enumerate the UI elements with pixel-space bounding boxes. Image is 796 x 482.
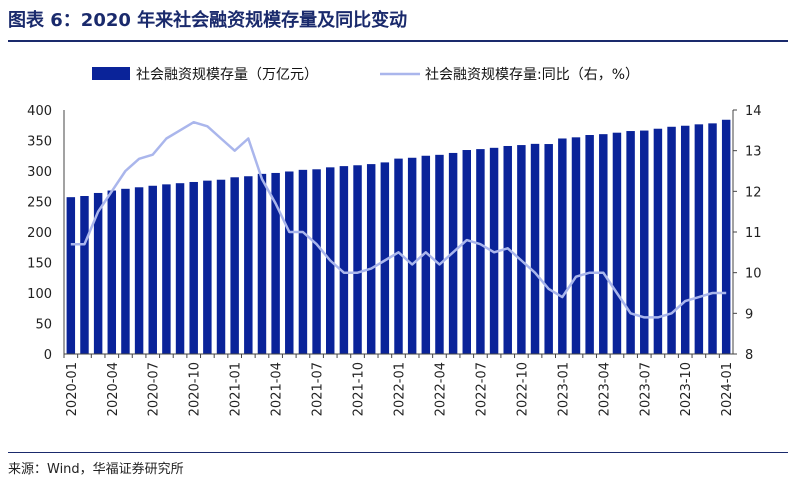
source-note: 来源：Wind，华福证券研究所 [8, 462, 184, 477]
bar [394, 158, 403, 354]
bar [462, 150, 471, 354]
bar [558, 138, 567, 354]
bar [366, 164, 376, 354]
bar [216, 179, 226, 354]
right-tick-label: 8 [745, 348, 753, 363]
bar [339, 166, 349, 354]
bar [626, 131, 635, 354]
bar [80, 196, 89, 354]
chart-legend: 社会融资规模存量（万亿元） 社会融资规模存量:同比（右，%） [92, 67, 639, 83]
bar [298, 169, 308, 354]
x-tick-label: 2021-01 [229, 362, 244, 416]
left-tick-label: 150 [27, 257, 52, 272]
bar [476, 149, 485, 354]
x-tick-label: 2021-04 [270, 362, 285, 416]
x-tick-label: 2022-07 [474, 362, 489, 416]
footer-divider [8, 452, 788, 453]
bar [244, 176, 253, 354]
bar [175, 183, 185, 354]
yoy-line-series [70, 120, 727, 319]
bar [694, 124, 704, 355]
x-tick-label: 2023-10 [679, 362, 694, 416]
legend-swatch-bar [92, 67, 130, 80]
x-tick-label: 2024-01 [720, 362, 735, 416]
legend-label-line: 社会融资规模存量:同比（右，%） [425, 67, 639, 83]
bar [148, 185, 157, 354]
bar-series [66, 119, 731, 355]
left-tick-label: 100 [27, 287, 52, 302]
bar [107, 190, 117, 354]
bar [585, 135, 594, 354]
bar [285, 171, 294, 354]
x-tick-label: 2022-04 [433, 362, 448, 416]
bar [380, 162, 390, 354]
x-tick-label: 2020-10 [188, 362, 203, 416]
bar [544, 144, 553, 354]
x-tick-label: 2021-07 [311, 362, 326, 416]
x-tick-label: 2023-07 [638, 362, 653, 416]
x-axis: 2020-01 2020-04 2020-07 2020-10 2021-01 2021-… [63, 353, 735, 416]
x-tick-label: 2023-01 [556, 362, 571, 416]
x-tick-label: 2021-10 [352, 362, 367, 416]
bar [203, 180, 212, 354]
bar [353, 165, 362, 354]
x-tick-label: 2020-07 [147, 362, 162, 416]
x-tick-label: 2020-01 [65, 362, 80, 416]
bar [435, 154, 444, 354]
bar [708, 123, 717, 354]
right-tick-label: 11 [745, 226, 762, 241]
right-tick-label: 14 [745, 104, 762, 119]
bar [667, 126, 676, 355]
left-tick-label: 250 [27, 196, 52, 211]
bar [421, 155, 431, 354]
title-divider [8, 40, 788, 42]
chart-title: 图表 6：2020 年来社会融资规模存量及同比变动 [8, 10, 408, 31]
left-tick-label: 300 [27, 165, 52, 180]
bar [134, 187, 144, 354]
right-y-axis: 8 9 10 11 12 13 14 [732, 104, 762, 363]
right-tick-label: 13 [745, 145, 762, 160]
left-tick-label: 200 [27, 226, 52, 241]
bar [312, 169, 321, 354]
left-tick-label: 50 [35, 318, 52, 333]
left-y-axis: 0 50 100 150 200 250 300 350 400 [27, 104, 65, 363]
x-tick-label: 2023-04 [597, 362, 612, 416]
right-tick-label: 12 [745, 185, 762, 200]
bar [162, 184, 171, 354]
bar [271, 172, 280, 354]
bar [66, 197, 76, 354]
left-tick-label: 350 [27, 135, 52, 150]
left-tick-label: 0 [44, 348, 52, 363]
bar [571, 137, 581, 354]
right-tick-label: 9 [745, 307, 753, 322]
left-tick-label: 400 [27, 104, 52, 119]
bar [407, 157, 417, 354]
bar [93, 192, 103, 354]
x-tick-label: 2020-04 [106, 362, 121, 416]
bar [640, 130, 649, 354]
bar [189, 181, 198, 354]
bar [230, 177, 239, 354]
bar [257, 173, 267, 354]
bar [517, 145, 526, 354]
x-tick-label: 2022-10 [515, 362, 530, 416]
right-tick-label: 10 [745, 267, 762, 282]
bar [612, 132, 622, 354]
bar [653, 128, 663, 354]
legend-label-bar: 社会融资规模存量（万亿元） [136, 67, 318, 83]
x-tick-label: 2022-01 [393, 362, 408, 416]
bar [599, 134, 608, 354]
bar [680, 125, 690, 354]
bar [121, 188, 130, 354]
bar [530, 143, 540, 354]
bar [721, 119, 731, 354]
